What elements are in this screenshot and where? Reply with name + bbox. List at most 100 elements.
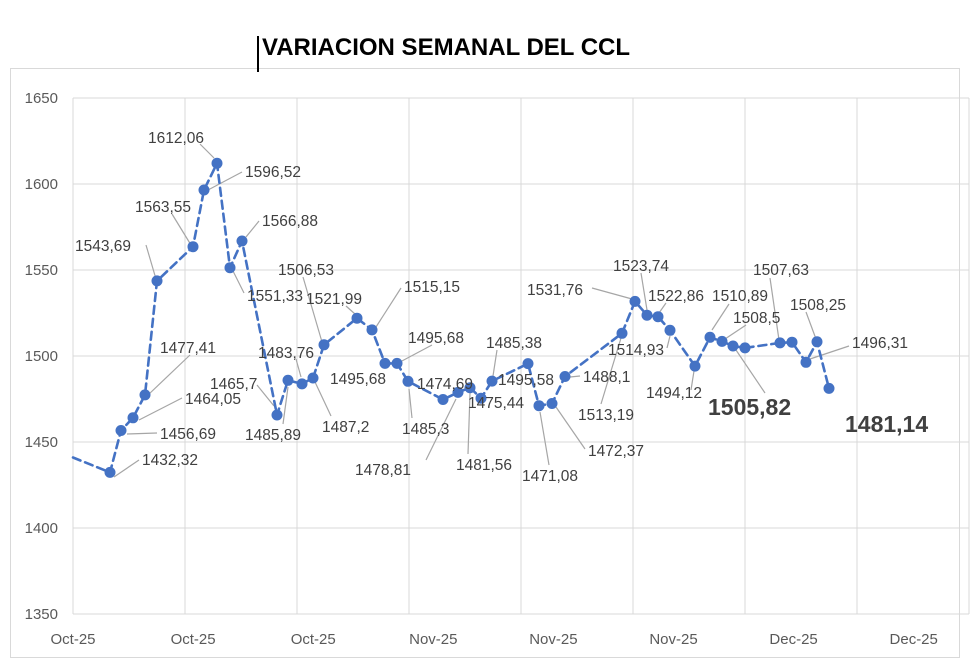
x-tick-label: Oct-25 <box>171 631 216 648</box>
label-leader-line <box>735 349 766 394</box>
x-tick-label: Nov-25 <box>649 631 697 648</box>
data-point-label: 1475,44 <box>468 395 524 412</box>
data-point-marker[interactable] <box>811 336 823 348</box>
data-point-marker[interactable] <box>115 425 127 436</box>
data-point-marker[interactable] <box>318 339 330 351</box>
label-leader-line <box>724 324 747 340</box>
data-point-label: 1495,68 <box>330 371 386 388</box>
data-point-marker[interactable] <box>464 382 476 394</box>
data-point-label: 1522,86 <box>648 288 704 305</box>
x-tick-label: Nov-25 <box>409 631 457 648</box>
y-tick-label: 1450 <box>25 434 58 451</box>
data-point-marker[interactable] <box>402 375 414 387</box>
data-point-marker[interactable] <box>486 375 498 387</box>
data-point-marker[interactable] <box>664 324 676 336</box>
label-leader-line <box>145 244 157 280</box>
data-point-marker[interactable] <box>616 327 628 339</box>
data-point-marker[interactable] <box>379 357 391 369</box>
x-tick-label: Oct-25 <box>291 631 336 648</box>
data-point-marker[interactable] <box>296 378 308 390</box>
data-point-marker[interactable] <box>366 324 378 336</box>
data-point-marker[interactable] <box>187 241 199 253</box>
label-leader-line <box>375 287 402 328</box>
data-point-label: 1478,81 <box>355 462 411 479</box>
data-point-marker[interactable] <box>198 184 210 196</box>
data-point-marker[interactable] <box>546 398 558 409</box>
label-leader-line <box>147 354 191 396</box>
data-point-marker[interactable] <box>533 400 545 412</box>
data-point-label-emphasis: 1481,14 <box>845 411 928 437</box>
data-point-label: 1508,5 <box>733 310 780 327</box>
data-point-marker[interactable] <box>652 311 664 323</box>
data-point-marker[interactable] <box>823 382 835 394</box>
data-point-label: 1508,25 <box>790 297 846 314</box>
y-tick-label: 1650 <box>25 90 58 107</box>
y-tick-label: 1550 <box>25 262 58 279</box>
data-point-marker[interactable] <box>236 235 248 247</box>
label-leader-line <box>555 406 586 450</box>
data-point-label: 1543,69 <box>75 238 131 255</box>
label-leader-line <box>345 305 356 315</box>
x-tick-label: Nov-25 <box>529 631 577 648</box>
data-point-marker[interactable] <box>475 392 487 404</box>
data-point-label: 1465,7 <box>210 376 257 393</box>
data-point-marker[interactable] <box>211 157 223 169</box>
data-point-marker[interactable] <box>739 342 751 354</box>
label-leader-line <box>591 287 633 300</box>
data-point-marker[interactable] <box>774 337 786 349</box>
data-point-marker[interactable] <box>282 374 294 386</box>
data-point-marker[interactable] <box>224 262 236 274</box>
data-point-marker[interactable] <box>151 275 163 287</box>
data-point-marker[interactable] <box>271 409 283 421</box>
label-leader-line <box>569 375 581 378</box>
data-point-marker[interactable] <box>307 372 319 384</box>
data-point-label: 1521,99 <box>306 291 362 308</box>
label-leader-line <box>126 432 158 435</box>
y-tick-label: 1500 <box>25 348 58 365</box>
data-point-marker[interactable] <box>786 336 798 348</box>
data-point-label: 1495,58 <box>498 372 554 389</box>
data-point-label: 1472,37 <box>588 443 644 460</box>
label-leader-line <box>769 277 780 341</box>
data-point-marker[interactable] <box>104 466 116 478</box>
data-point-label: 1485,38 <box>486 335 542 352</box>
data-point-label: 1495,68 <box>408 330 464 347</box>
data-point-label: 1523,74 <box>613 258 669 275</box>
y-tick-label: 1600 <box>25 176 58 193</box>
data-point-marker[interactable] <box>716 335 728 347</box>
label-leader-line <box>492 349 498 377</box>
data-point-label: 1474,69 <box>417 376 473 393</box>
label-leader-line <box>805 311 817 340</box>
data-point-marker[interactable] <box>704 331 716 343</box>
data-point-marker[interactable] <box>689 360 701 372</box>
data-point-label: 1566,88 <box>262 213 318 230</box>
data-point-label: 1531,76 <box>527 282 583 299</box>
data-point-marker[interactable] <box>522 358 534 370</box>
label-leader-line <box>711 303 730 331</box>
data-point-marker[interactable] <box>351 312 363 324</box>
label-leader-line <box>282 386 289 425</box>
data-point-marker[interactable] <box>127 412 139 424</box>
data-point-marker[interactable] <box>641 309 653 321</box>
data-point-marker[interactable] <box>452 386 464 398</box>
data-point-marker[interactable] <box>800 356 812 368</box>
data-point-label: 1464,05 <box>185 391 241 408</box>
data-point-marker[interactable] <box>559 371 571 382</box>
label-leader-line <box>171 213 192 246</box>
data-point-label-emphasis: 1505,82 <box>708 394 791 420</box>
label-leader-line <box>256 384 275 407</box>
data-point-label: 1563,55 <box>135 199 191 216</box>
data-point-marker[interactable] <box>139 389 151 401</box>
label-leader-line <box>809 345 850 360</box>
data-point-label: 1456,69 <box>160 426 216 443</box>
data-point-marker[interactable] <box>727 340 739 352</box>
data-point-marker[interactable] <box>629 295 641 307</box>
data-point-label: 1510,89 <box>712 288 768 305</box>
data-point-marker[interactable] <box>391 357 403 369</box>
label-leader-line <box>232 270 245 294</box>
label-leader-line <box>295 358 302 378</box>
data-point-marker[interactable] <box>437 394 449 405</box>
label-leader-line <box>207 171 243 191</box>
chart-title[interactable]: VARIACION SEMANAL DEL CCL <box>262 34 631 61</box>
